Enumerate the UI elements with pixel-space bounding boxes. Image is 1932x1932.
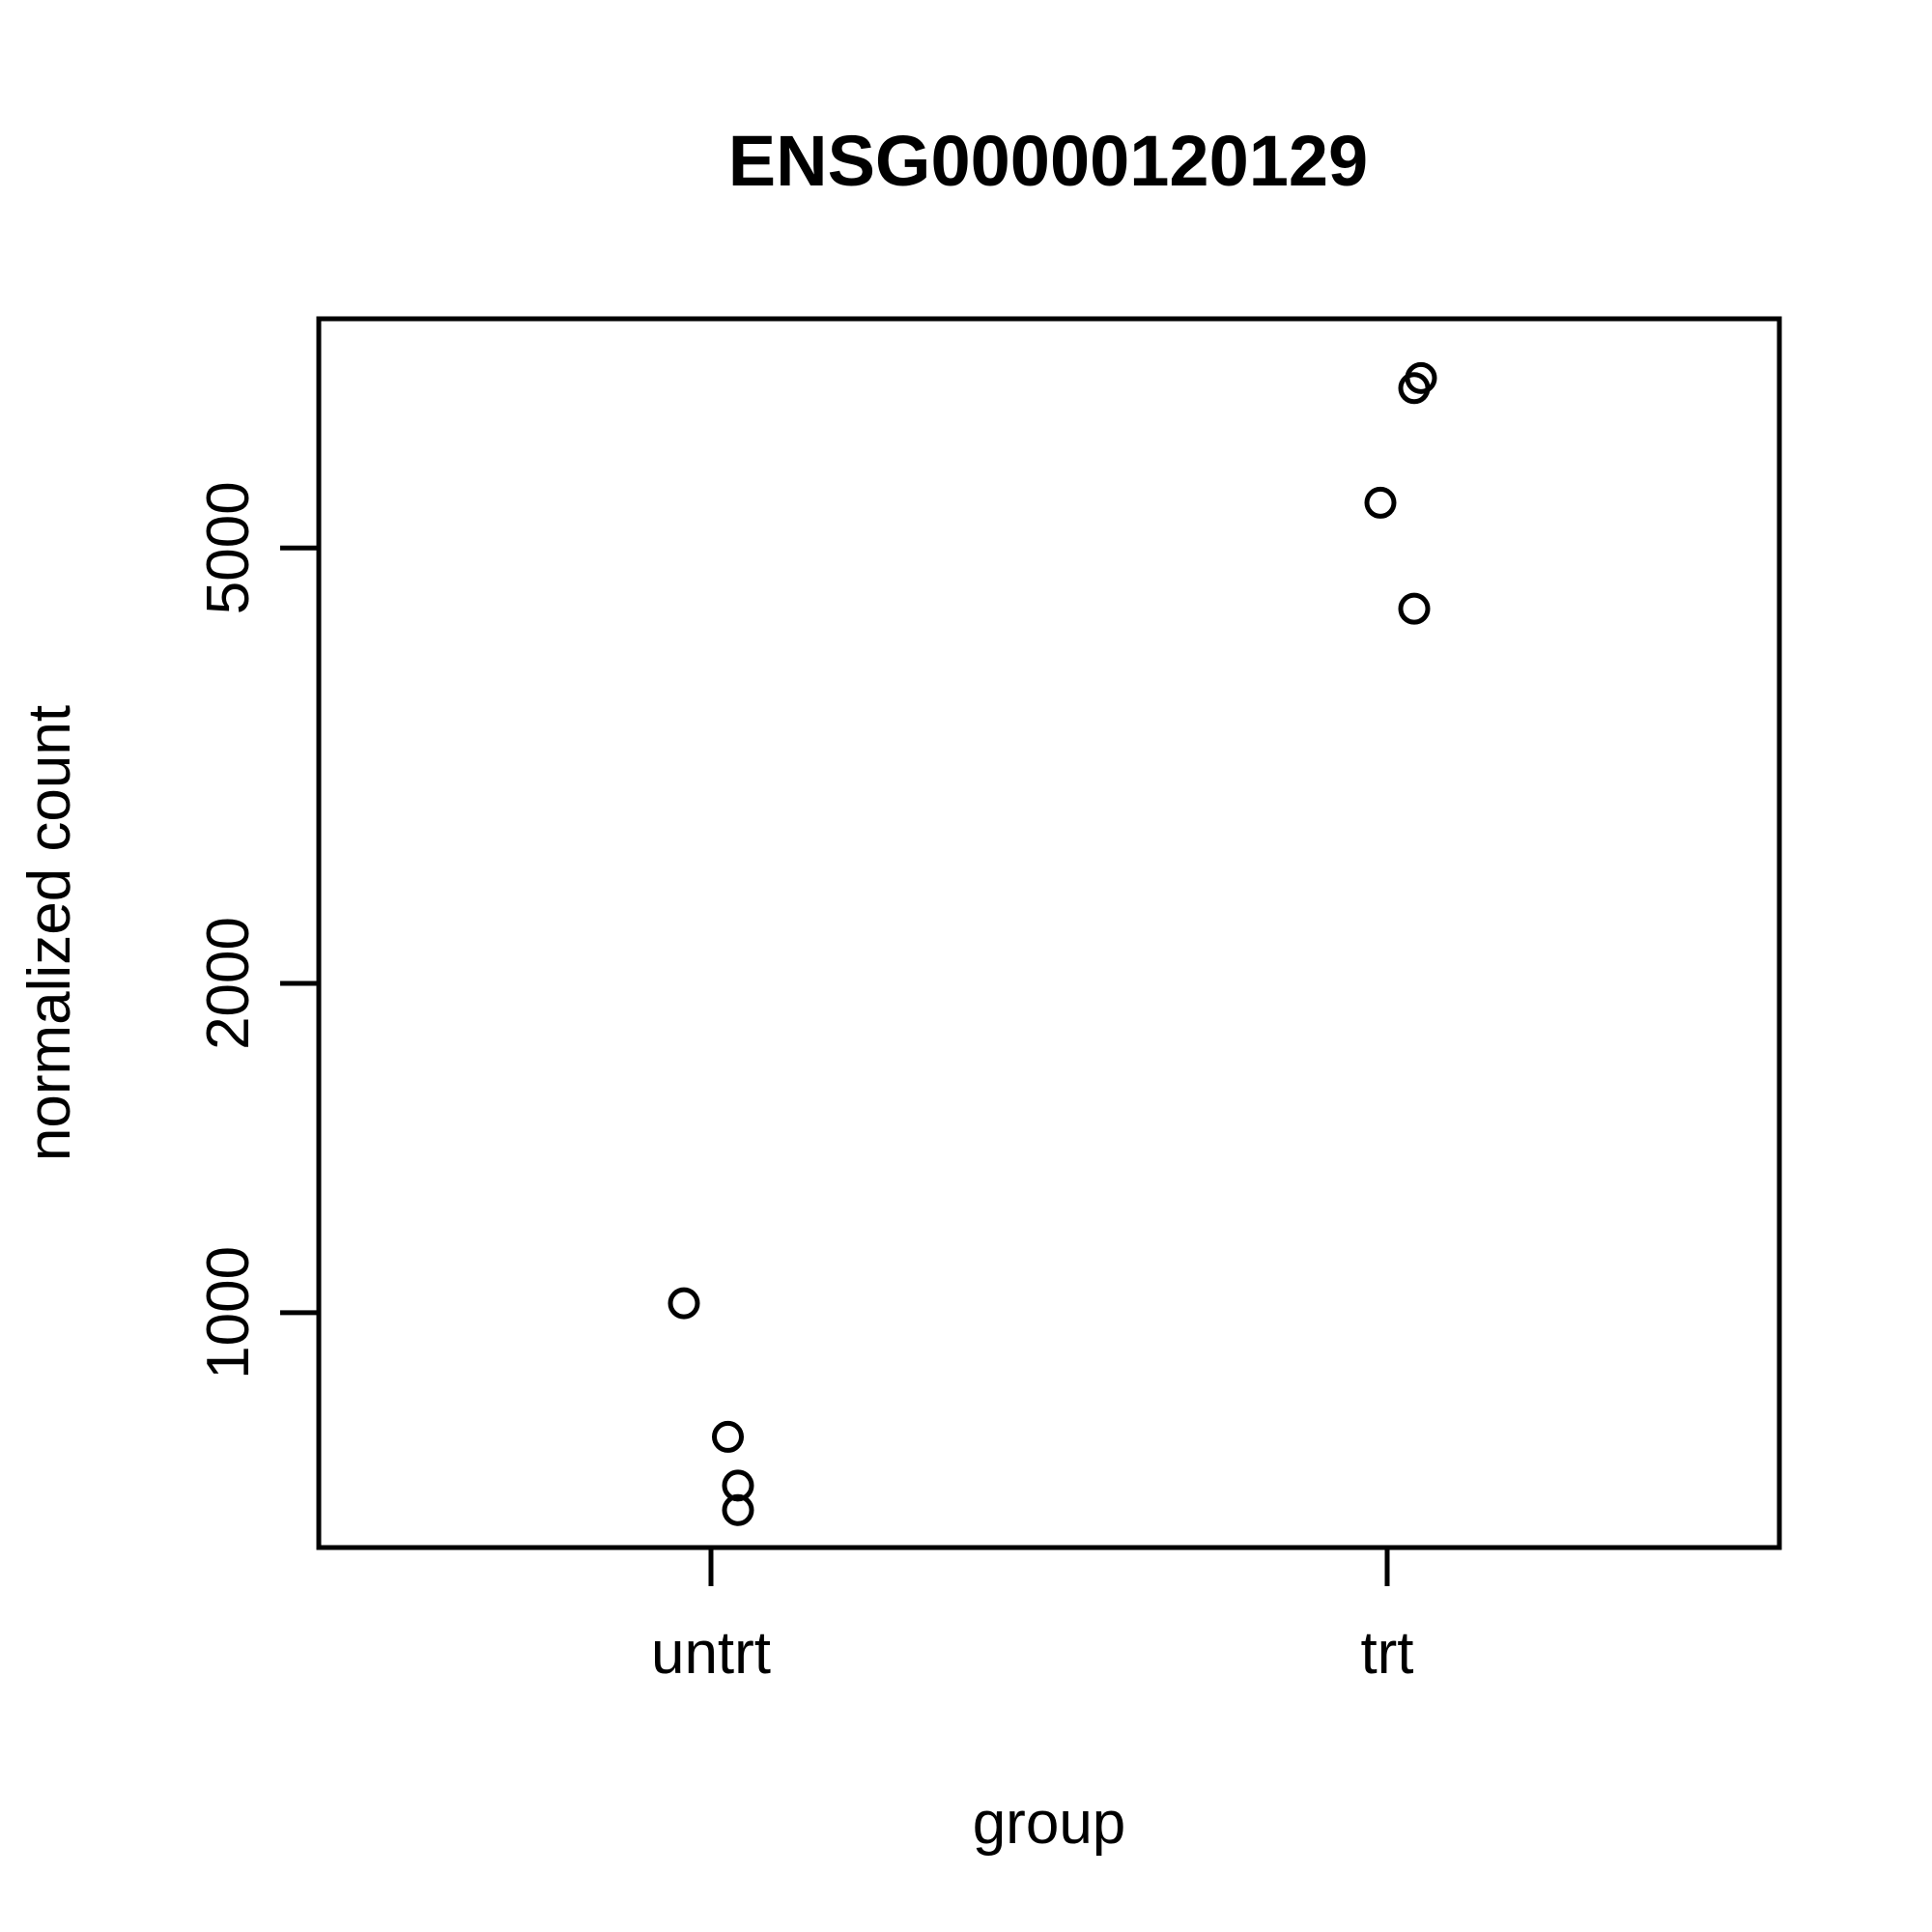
data-point-untrt-4 [722,1493,754,1526]
x-tick-label-untrt: untrt [651,1620,771,1687]
y-tick-label-1000: 1000 [195,1246,262,1379]
data-point-trt-5 [1364,486,1397,519]
y-axis: 1000 2000 5000 [195,481,319,1379]
data-point-trt-6 [1398,592,1431,625]
data-points [668,361,1437,1526]
y-tick-label-5000: 5000 [195,481,262,614]
y-axis-label: normalized count [16,705,83,1161]
y-tick-label-2000: 2000 [195,917,262,1050]
data-point-untrt-1 [668,1287,700,1320]
data-point-untrt-3 [722,1469,754,1502]
chart-title: ENSG00000120129 [728,121,1368,201]
data-point-trt-8 [1405,361,1437,394]
plot-frame [316,316,1782,1550]
x-axis: untrt trt [651,1548,1414,1687]
data-point-untrt-2 [712,1420,744,1453]
x-tick-label-trt: trt [1360,1620,1413,1687]
x-axis-label: group [973,1790,1126,1857]
